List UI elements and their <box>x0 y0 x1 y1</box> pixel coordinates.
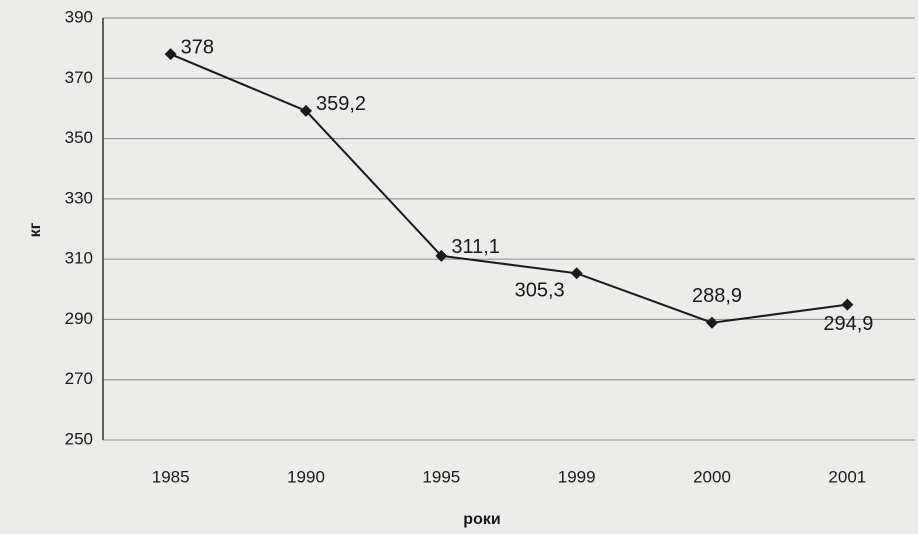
x-tick-label: 1999 <box>558 467 596 486</box>
y-tick-label: 350 <box>65 128 93 147</box>
line <box>170 53 848 324</box>
data-label: 359,2 <box>316 93 366 115</box>
y-tick-label: 250 <box>65 429 93 448</box>
data-label: 378 <box>181 36 214 58</box>
data-label: 305,3 <box>515 280 565 302</box>
data-label: 288,9 <box>692 285 742 307</box>
marker <box>435 249 448 262</box>
y-tick-label: 390 <box>65 7 93 26</box>
marker <box>841 298 854 311</box>
x-tick-label: 1990 <box>287 467 325 486</box>
x-tick-label: 1995 <box>422 467 460 486</box>
y-tick-label: 330 <box>65 188 93 207</box>
y-tick-label: 270 <box>65 369 93 388</box>
marker <box>300 104 312 117</box>
x-tick-label: 2001 <box>828 467 866 486</box>
data-label: 294,9 <box>823 313 873 335</box>
x-tick-label: 1985 <box>152 467 190 486</box>
y-tick-label: 290 <box>65 309 93 328</box>
data-label: 311,1 <box>451 236 500 258</box>
marker <box>570 267 583 280</box>
marker <box>164 48 177 61</box>
y-tick-label: 310 <box>65 249 93 268</box>
x-axis-label: роки <box>463 511 500 528</box>
x-tick-label: 2000 <box>693 467 731 486</box>
y-tick-label: 370 <box>65 68 93 87</box>
marker <box>706 316 718 329</box>
y-axis-label: кг <box>27 222 44 237</box>
